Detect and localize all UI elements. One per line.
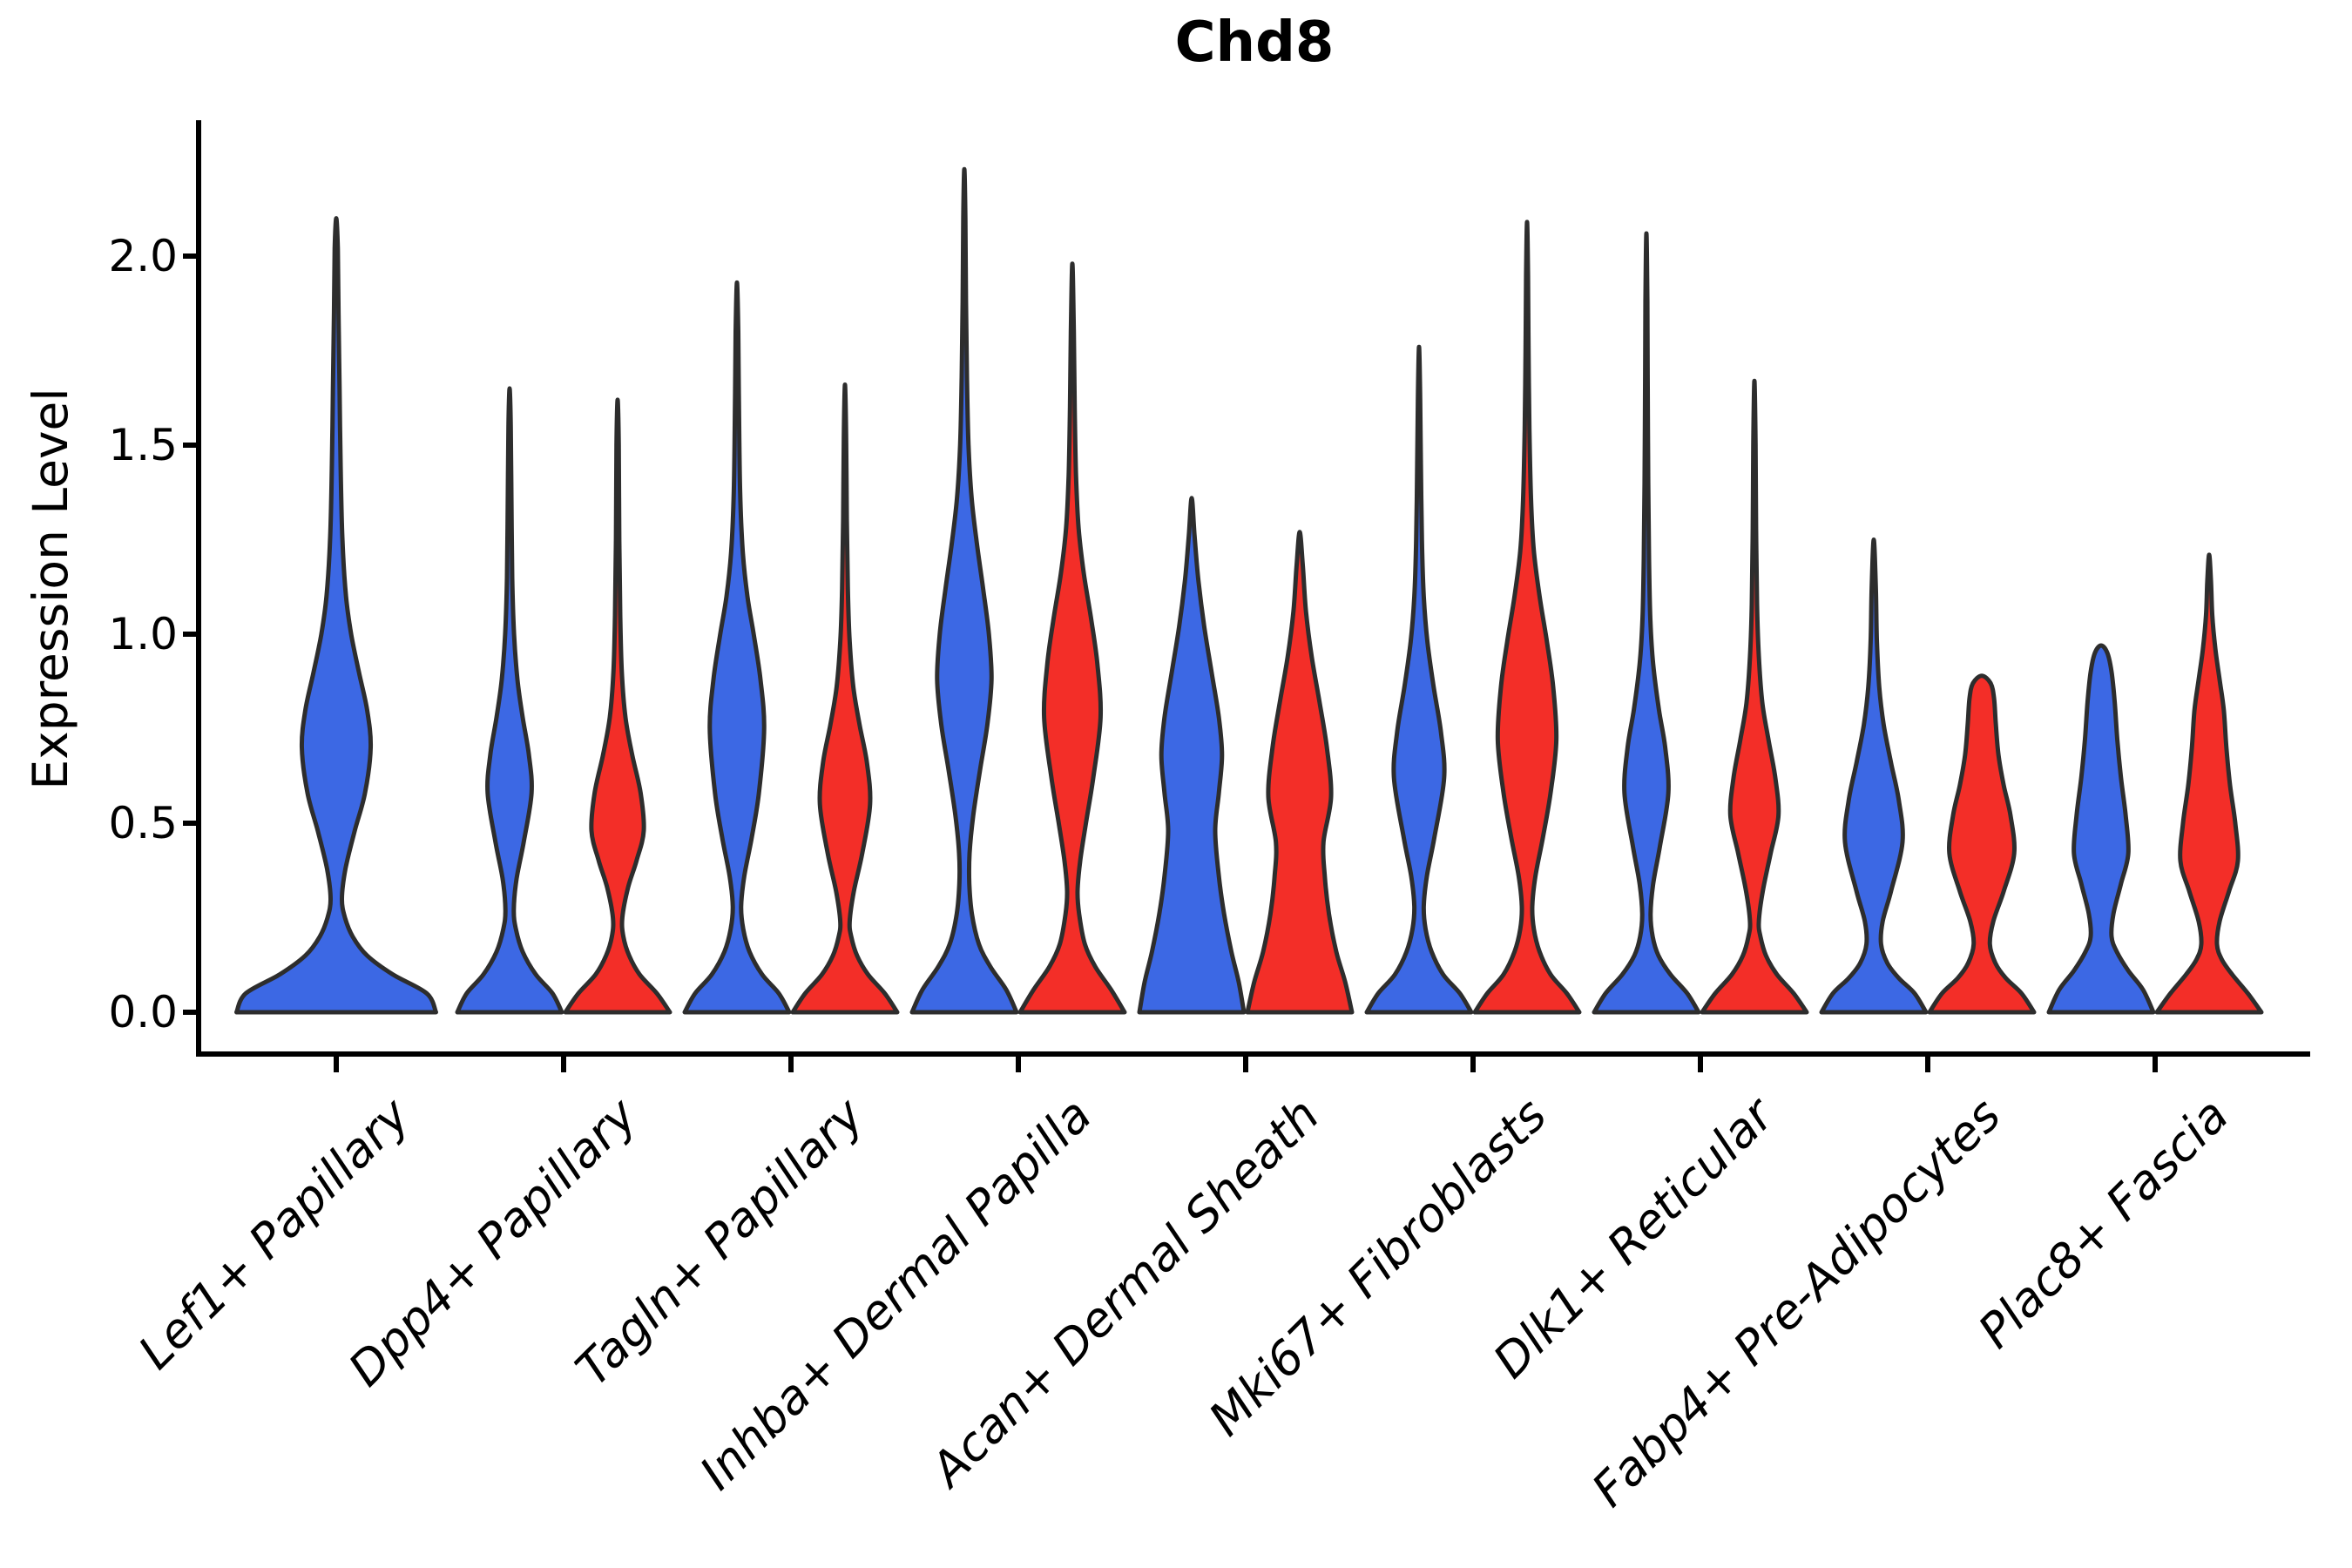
violin-dlk1-reticular-right xyxy=(1700,378,1809,1015)
violin-dlk1-reticular-left xyxy=(1592,231,1701,1015)
violin-plac8-fascia-right xyxy=(2154,552,2264,1015)
violin-dpp4-papillary-left xyxy=(455,386,564,1015)
violin-mki67-fibroblasts-left xyxy=(1364,344,1474,1015)
violin-acan-dermal-sheath-right xyxy=(1245,530,1355,1015)
violin-acan-dermal-sheath-left xyxy=(1137,496,1247,1015)
y-tick-label-1.5: 1.5 xyxy=(108,420,178,470)
y-tick-label-0.5: 0.5 xyxy=(108,798,178,848)
violin-mki67-fibroblasts-right xyxy=(1472,220,1582,1015)
chart-title: Chd8 xyxy=(1174,10,1335,75)
violin-inhba-dermal-papilla-left xyxy=(909,166,1019,1015)
y-tick-label-1.0: 1.0 xyxy=(108,609,178,659)
violin-plac8-fascia-left xyxy=(2046,643,2156,1015)
y-tick-label-0.0: 0.0 xyxy=(108,987,178,1037)
violin-tagln-papillary-left xyxy=(682,280,792,1015)
violin-tagln-papillary-right xyxy=(790,382,900,1015)
violin-lef1-papillary-left xyxy=(234,216,438,1015)
violin-fabp4-pre-adipocytes-right xyxy=(1927,673,2037,1015)
violin-inhba-dermal-papilla-right xyxy=(1017,261,1127,1015)
violin-dpp4-papillary-right xyxy=(563,397,672,1015)
violin-fabp4-pre-adipocytes-left xyxy=(1819,537,1929,1015)
y-tick-label-2.0: 2.0 xyxy=(108,231,178,281)
